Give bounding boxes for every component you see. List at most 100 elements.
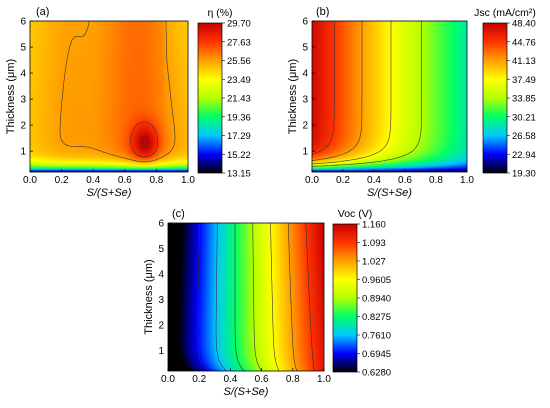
y-tick-label: 3 (20, 95, 26, 106)
panel-label: (b) (316, 6, 329, 18)
colorbar-tick-label: 37.49 (512, 75, 536, 86)
colorbar-tick-label: 30.21 (512, 112, 536, 123)
colorbar-tick-label: 0.8275 (362, 312, 391, 323)
colorbar-tick-label: 1.027 (362, 257, 386, 268)
colorbar-tick-label: 41.13 (512, 56, 536, 67)
contour-line (252, 223, 262, 372)
panel-label: (a) (36, 6, 49, 18)
contour-line (311, 21, 422, 167)
y-axis-label: Thickness (μm) (287, 59, 299, 134)
x-tick-label: 0.0 (161, 374, 175, 385)
x-axis-label: S/(S+Se) (87, 187, 132, 199)
y-tick-label: 6 (158, 219, 164, 230)
contour-line (215, 223, 227, 372)
colorbar-tick-label: 0.6945 (362, 349, 391, 360)
x-tick-label: 0.2 (55, 175, 69, 186)
x-tick-label: 0.8 (429, 175, 443, 186)
y-tick-label: 4 (158, 270, 164, 281)
colorbar-tick-label: 26.58 (512, 131, 536, 142)
y-tick-label: 4 (20, 69, 26, 80)
colorbar-tick-label: 21.43 (227, 94, 251, 105)
colorbar-tick-label: 0.9605 (362, 275, 391, 286)
colorbar: 29.70 27.63 25.56 23.49 21.43 19.36 17.29 15.22… (197, 7, 251, 180)
x-tick-label: 0.2 (336, 175, 350, 186)
colorbar-tick-label: 22.94 (512, 150, 536, 161)
colorbar-gradient (332, 223, 358, 373)
colorbar: 48.40 44.76 41.13 37.49 33.85 30.21 26.58 22.94… (474, 7, 536, 180)
x-tick-label: 0.4 (367, 175, 381, 186)
y-axis-label: Thickness (μm) (5, 59, 17, 134)
heatmap-surface (312, 21, 467, 172)
colorbar-tick-label: 44.76 (512, 37, 536, 48)
colorbar-tick-label: 15.22 (227, 150, 251, 161)
x-axis-label: S/(S+Se) (367, 187, 412, 199)
colorbar-tick-label: 0.8940 (362, 294, 391, 305)
colorbar-gradient (482, 22, 508, 174)
contour-line (141, 137, 149, 148)
colorbar-title: Voc (V) (338, 208, 372, 220)
y-tick-label: 2 (158, 321, 164, 332)
colorbar-tick-label: 19.36 (227, 112, 251, 123)
colorbar-tick-label: 1.093 (362, 238, 386, 249)
contour-line (311, 21, 335, 155)
colorbar-tick-label: 27.63 (227, 37, 251, 48)
y-tick-label: 3 (302, 95, 308, 106)
x-tick-label: 0.4 (223, 374, 237, 385)
colorbar-tick-label: 48.40 (512, 19, 536, 30)
y-tick-label: 2 (302, 121, 308, 132)
y-tick-label: 1 (302, 147, 308, 158)
colorbar-tick-label: 0.6280 (362, 368, 391, 379)
contour-lines (196, 222, 315, 372)
contour-line (311, 21, 392, 165)
heatmap-surface (168, 223, 324, 371)
colorbar-tick-label: 13.15 (227, 169, 251, 180)
x-tick-label: 1.0 (317, 374, 331, 385)
x-tick-label: 1.0 (181, 175, 195, 186)
contour-line (234, 223, 245, 372)
colorbar-tick-label: 23.49 (227, 75, 251, 86)
colorbar-tick-label: 33.85 (512, 94, 536, 105)
colorbar-tick-label: 0.7610 (362, 331, 391, 342)
colorbar-tick-label: 19.30 (512, 169, 536, 180)
y-tick-label: 2 (20, 121, 26, 132)
x-tick-label: 0.4 (86, 175, 100, 186)
heatmap-surface (30, 21, 188, 172)
contour-line (270, 223, 280, 372)
y-tick-label: 6 (302, 17, 308, 28)
plot-frame (29, 20, 189, 173)
contour-line (59, 20, 176, 163)
y-axis-label: Thickness (μm) (143, 259, 155, 334)
y-tick-label: 5 (302, 43, 308, 54)
x-tick-label: 0.0 (23, 175, 37, 186)
contour-line (287, 222, 298, 372)
x-tick-label: 1.0 (460, 175, 474, 186)
plot-frame (311, 20, 468, 173)
contour-lines (311, 21, 422, 167)
colorbar-tick-label: 25.56 (227, 56, 251, 67)
panel-1: 0.0 0.2 0.4 0.6 0.8 1.0 1 2 3 4 5 6 S/(S+Se) Thicknes… (5, 6, 251, 199)
colorbar-tick-label: 1.160 (362, 220, 386, 231)
y-tick-label: 3 (158, 295, 164, 306)
y-tick-label: 1 (158, 346, 164, 357)
contour-line (130, 121, 159, 158)
panel-2: 0.0 0.2 0.4 0.6 0.8 1.0 1 2 3 4 5 6 S/(S+Se) Thicknes… (287, 6, 536, 199)
plot-frame (167, 222, 325, 372)
y-tick-label: 5 (158, 244, 164, 255)
contour-line (196, 222, 210, 372)
colorbar-tick-label: 17.29 (227, 131, 251, 142)
panel-3: 0.0 0.2 0.4 0.6 0.8 1.0 1 2 3 4 5 6 S/(S+Se) Thicknes… (143, 208, 391, 398)
contour-lines (59, 20, 176, 163)
panel-label: (c) (172, 208, 185, 220)
contour-line (305, 222, 315, 372)
y-tick-label: 6 (20, 17, 26, 28)
x-tick-label: 0.0 (305, 175, 319, 186)
colorbar-title: η (%) (207, 7, 232, 19)
x-tick-label: 0.8 (286, 374, 300, 385)
colorbar-tick-label: 29.70 (227, 19, 251, 30)
y-tick-label: 1 (20, 147, 26, 158)
y-tick-label: 5 (20, 43, 26, 54)
x-tick-label: 0.2 (192, 374, 206, 385)
contour-line (311, 21, 363, 161)
x-tick-label: 0.6 (255, 374, 269, 385)
